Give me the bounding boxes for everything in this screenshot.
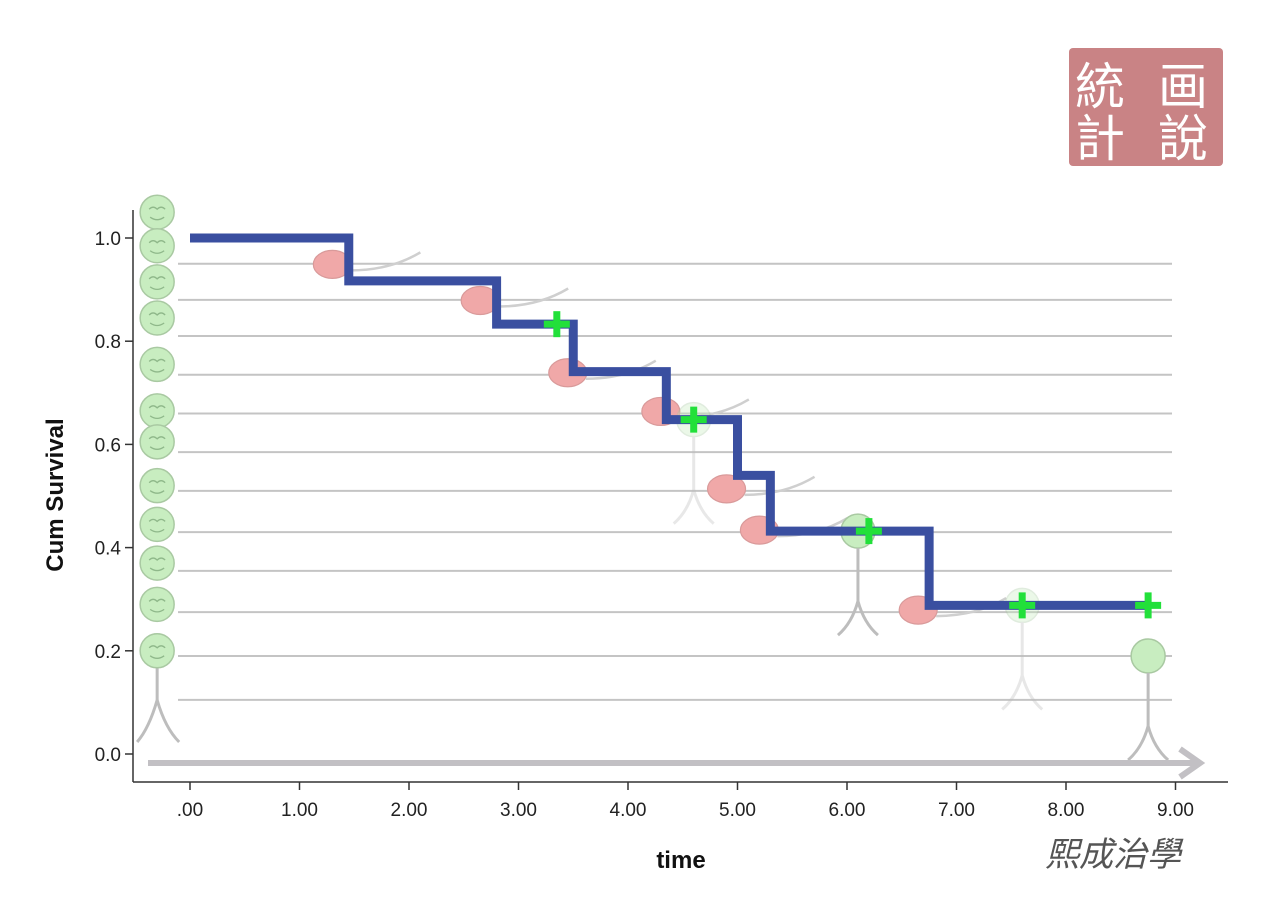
subject-head-icon: [139, 424, 175, 460]
y-tick-label: 1.0: [95, 229, 121, 250]
seal-char-3: 計: [1075, 110, 1125, 168]
x-tick-label: 7.00: [938, 800, 975, 821]
subject-head-icon: [139, 300, 175, 336]
event-marker-icon: [312, 249, 421, 279]
seal-stamp: 統 画 計 說: [1069, 48, 1223, 168]
signature: 熙成治學: [1045, 835, 1184, 875]
subject-head-icon: [139, 467, 175, 504]
censor-plus-icon: [1009, 592, 1036, 619]
subject-legs: [135, 699, 181, 744]
censor-markers: [543, 311, 1162, 619]
x-tick-label: 4.00: [610, 800, 647, 821]
subject-head-icon: [139, 264, 175, 300]
seal-char-2: 画: [1158, 58, 1208, 116]
subject-head-icon: [139, 346, 175, 383]
event-marker-icon: [706, 474, 816, 504]
x-axis-title: time: [656, 847, 705, 874]
axes: [132, 210, 1228, 783]
subject-head-icon: [139, 393, 175, 429]
survival-step-line: [190, 233, 1149, 610]
subject-head-icon: [139, 586, 175, 623]
event-marker-icon: [460, 285, 569, 316]
censor-plus-icon: [855, 518, 882, 545]
x-tick-label: 2.00: [391, 800, 428, 821]
y-tick-label: 0.4: [95, 539, 122, 560]
time-arrow-icon: [148, 746, 1206, 780]
decorative-figures: [135, 194, 1170, 762]
event-marker-icon: [898, 595, 1007, 625]
x-tick-label: 6.00: [829, 800, 866, 821]
x-tick-label: .00: [177, 800, 203, 821]
seal-char-4: 說: [1158, 110, 1208, 168]
censor-plus-icon: [680, 406, 707, 433]
x-tick-label: 3.00: [500, 800, 537, 821]
stick-figure-icon: [1127, 638, 1170, 762]
subject-head-icon: [139, 194, 175, 230]
x-ticks: .00 1.00 2.00 3.00 4.00 5.00 6.00 7.00 8.00 9.00: [177, 782, 1194, 821]
y-tick-label: 0.2: [95, 642, 121, 663]
x-tick-label: 5.00: [719, 800, 756, 821]
y-tick-label: 0.8: [95, 332, 121, 353]
censor-plus-icon: [543, 311, 570, 338]
x-tick-label: 9.00: [1157, 800, 1194, 821]
subject-head-icon: [139, 227, 175, 264]
y-tick-label: 0.6: [95, 435, 121, 456]
y-axis-title: Cum Survival: [42, 418, 69, 571]
y-ticks: 0.0 0.2 0.4 0.6 0.8 1.0: [95, 229, 133, 766]
seal-char-1: 統: [1075, 58, 1125, 116]
subject-head-icon: [139, 633, 175, 669]
censor-plus-icon: [1135, 592, 1162, 619]
y-tick-label: 0.0: [95, 745, 121, 766]
x-tick-label: 1.00: [281, 800, 318, 821]
subject-head-icon: [139, 545, 175, 581]
x-tick-label: 8.00: [1048, 800, 1085, 821]
subject-head-icon: [139, 506, 175, 543]
